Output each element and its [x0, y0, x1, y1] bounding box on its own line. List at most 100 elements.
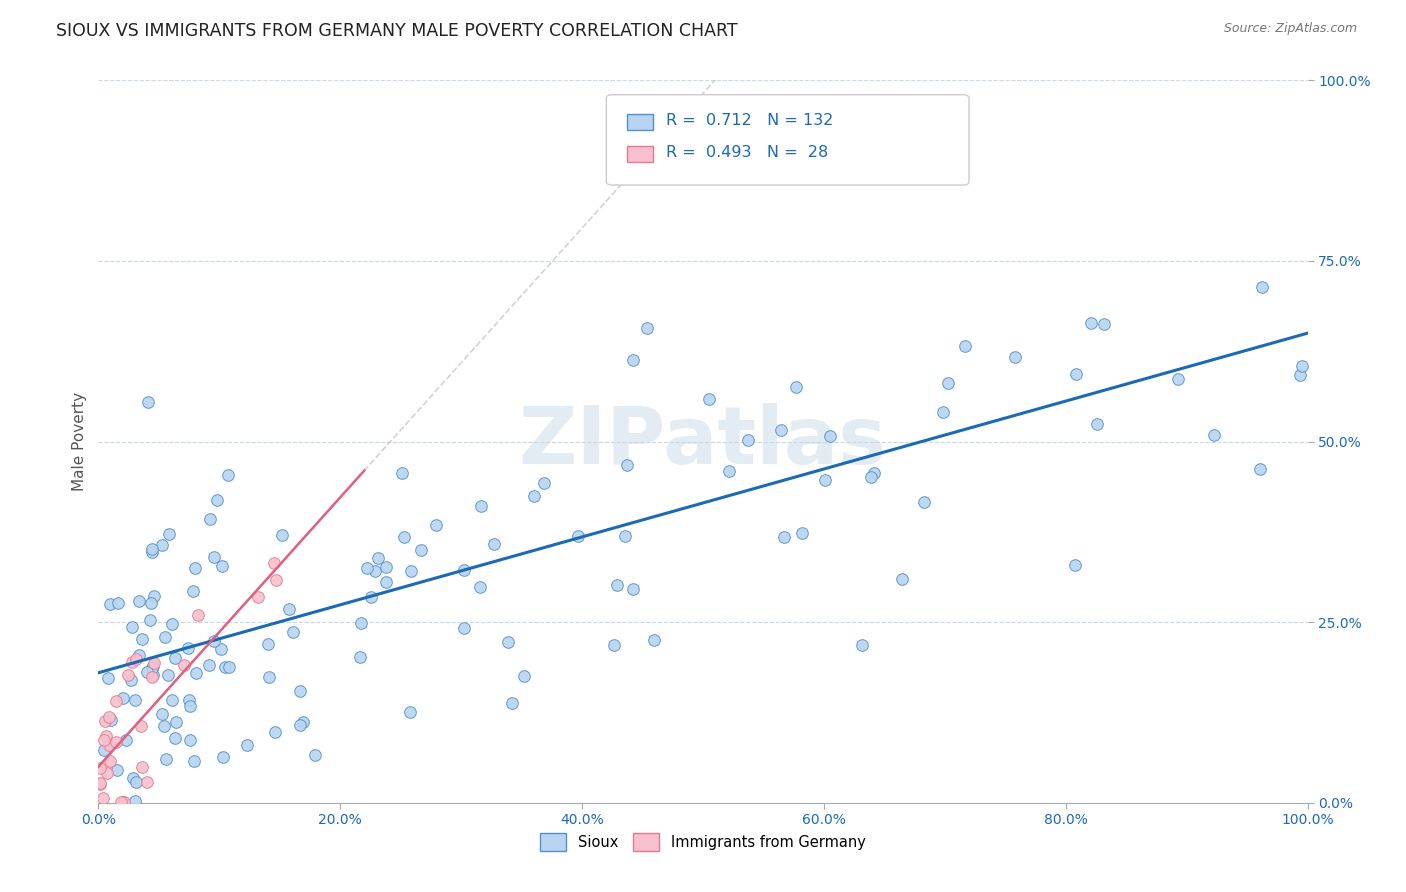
Point — [468, 580, 491, 594]
Point — [425, 518, 447, 533]
Point — [360, 590, 382, 604]
Point — [814, 473, 837, 487]
Point — [621, 353, 644, 368]
Point — [179, 699, 201, 714]
Point — [1085, 417, 1108, 431]
Point — [121, 620, 143, 634]
Point — [139, 596, 162, 610]
Point — [177, 693, 200, 707]
Point — [236, 739, 259, 753]
Point — [93, 733, 115, 747]
Point — [349, 650, 371, 665]
Point — [785, 380, 807, 394]
Point — [141, 670, 163, 684]
Point — [136, 775, 159, 789]
Point — [107, 596, 129, 610]
Point — [281, 624, 304, 639]
Point — [453, 621, 475, 635]
Point — [198, 512, 221, 526]
Point — [292, 715, 315, 730]
Point — [141, 661, 163, 675]
Point — [484, 537, 506, 551]
Point — [699, 392, 721, 407]
Point — [263, 725, 285, 739]
Point — [498, 635, 520, 649]
Point — [288, 684, 311, 698]
Y-axis label: Male Poverty: Male Poverty — [72, 392, 87, 491]
Point — [89, 761, 111, 775]
Point — [912, 495, 935, 509]
Point — [117, 668, 139, 682]
Point — [143, 589, 166, 603]
Point — [96, 766, 118, 780]
Point — [112, 691, 135, 706]
Point — [89, 776, 111, 790]
Point — [399, 706, 422, 720]
Point — [202, 634, 225, 648]
Point — [770, 423, 793, 437]
Point — [603, 638, 626, 652]
Point — [128, 594, 150, 608]
Point — [115, 733, 138, 747]
Point — [177, 641, 200, 656]
Point — [350, 615, 373, 630]
Point — [163, 651, 186, 665]
Point — [411, 543, 433, 558]
Text: SIOUX VS IMMIGRANTS FROM GERMANY MALE POVERTY CORRELATION CHART: SIOUX VS IMMIGRANTS FROM GERMANY MALE PO… — [56, 22, 738, 40]
Point — [890, 572, 912, 586]
Point — [173, 657, 195, 672]
Point — [931, 404, 953, 418]
Point — [523, 489, 546, 503]
Text: R =  0.712   N = 132: R = 0.712 N = 132 — [665, 112, 832, 128]
Point — [246, 590, 269, 604]
Point — [1004, 351, 1026, 365]
Point — [100, 754, 122, 768]
Point — [859, 470, 882, 484]
Point — [1288, 368, 1310, 383]
Point — [1249, 462, 1271, 476]
FancyBboxPatch shape — [627, 146, 654, 162]
Point — [202, 550, 225, 565]
Point — [851, 638, 873, 652]
Point — [270, 528, 292, 542]
Point — [205, 492, 228, 507]
Point — [142, 667, 165, 681]
Point — [165, 714, 187, 729]
Point — [104, 694, 127, 708]
Point — [266, 573, 288, 587]
Point — [153, 630, 176, 644]
Point — [636, 320, 658, 334]
Text: ZIPatlas: ZIPatlas — [519, 402, 887, 481]
Point — [131, 632, 153, 646]
Point — [122, 771, 145, 785]
Point — [98, 710, 121, 724]
Point — [375, 559, 398, 574]
Point — [155, 752, 177, 766]
Legend: Sioux, Immigrants from Germany: Sioux, Immigrants from Germany — [534, 828, 872, 857]
Point — [104, 734, 127, 748]
Point — [93, 743, 115, 757]
Point — [1166, 372, 1188, 386]
Point — [97, 671, 120, 685]
Point — [209, 642, 232, 657]
Point — [616, 458, 638, 472]
Point — [533, 475, 555, 490]
Point — [142, 658, 165, 673]
Point — [184, 666, 207, 681]
Point — [125, 774, 148, 789]
Point — [100, 713, 122, 727]
Point — [184, 561, 207, 575]
Point — [142, 657, 165, 671]
Point — [139, 614, 162, 628]
Point — [110, 795, 132, 809]
Point — [501, 696, 523, 710]
Point — [214, 660, 236, 674]
Point — [98, 597, 121, 611]
Point — [374, 575, 396, 590]
Point — [91, 791, 114, 805]
Point — [356, 560, 378, 574]
Point — [818, 429, 841, 443]
Point — [363, 564, 385, 578]
Point — [256, 637, 278, 651]
Point — [792, 526, 814, 541]
